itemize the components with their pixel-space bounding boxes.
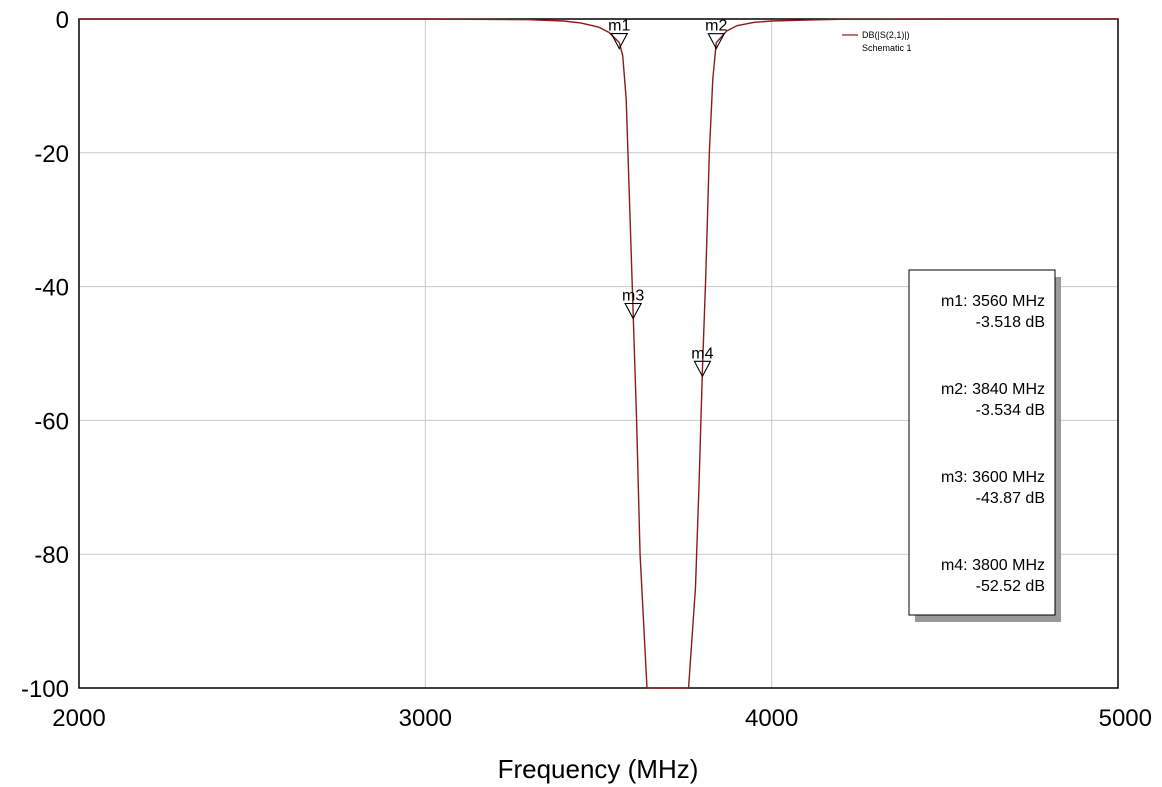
- x-tick-label: 5000: [1099, 705, 1152, 732]
- markers-layer: m1 m2 m3 m4: [608, 18, 727, 378]
- readout-frequency: m1: 3560 MHz: [941, 293, 1045, 310]
- readout-frequency: m4: 3800 MHz: [941, 557, 1045, 574]
- y-tick-label: -20: [34, 141, 69, 168]
- readout-value: -52.52 dB: [976, 578, 1045, 595]
- legend-entry-source: Schematic 1: [862, 43, 912, 53]
- y-tick-label: -40: [34, 275, 69, 302]
- series-layer: [79, 18, 1118, 689]
- readout-frequency: m3: 3600 MHz: [941, 469, 1045, 486]
- legend: DB(|S(2,1)|) Schematic 1: [842, 30, 912, 53]
- marker-label: m3: [622, 287, 644, 304]
- marker-readout-box: m1: 3560 MHz -3.518 dB m2: 3840 MHz -3.534 …: [908, 269, 1061, 622]
- y-tick-label: -100: [21, 676, 69, 703]
- series-line: [79, 18, 1118, 689]
- marker-label: m4: [691, 345, 713, 362]
- axes: [78, 18, 1119, 689]
- readout-value: -3.534 dB: [976, 402, 1045, 419]
- x-axis-label: Frequency (MHz): [498, 754, 699, 784]
- readout-frequency: m2: 3840 MHz: [941, 381, 1045, 398]
- readout-panel: [908, 269, 1056, 616]
- x-tick-label: 4000: [745, 705, 798, 732]
- legend-entry-series: DB(|S(2,1)|): [862, 30, 910, 40]
- x-tick-label: 3000: [399, 705, 452, 732]
- marker-label: m1: [608, 18, 630, 35]
- marker-m4: [693, 360, 712, 378]
- readout-value: -3.518 dB: [976, 314, 1045, 331]
- x-tick-label: 2000: [52, 705, 105, 732]
- y-tick-label: -80: [34, 542, 69, 569]
- readout-value: -43.87 dB: [976, 490, 1045, 507]
- marker-m3: [624, 302, 643, 320]
- y-tick-label: -60: [34, 408, 69, 435]
- y-tick-label: 0: [56, 7, 69, 34]
- marker-m2: [707, 33, 726, 50]
- marker-label: m2: [705, 18, 727, 35]
- marker-m1: [610, 32, 629, 50]
- plot-frame: [78, 18, 1119, 689]
